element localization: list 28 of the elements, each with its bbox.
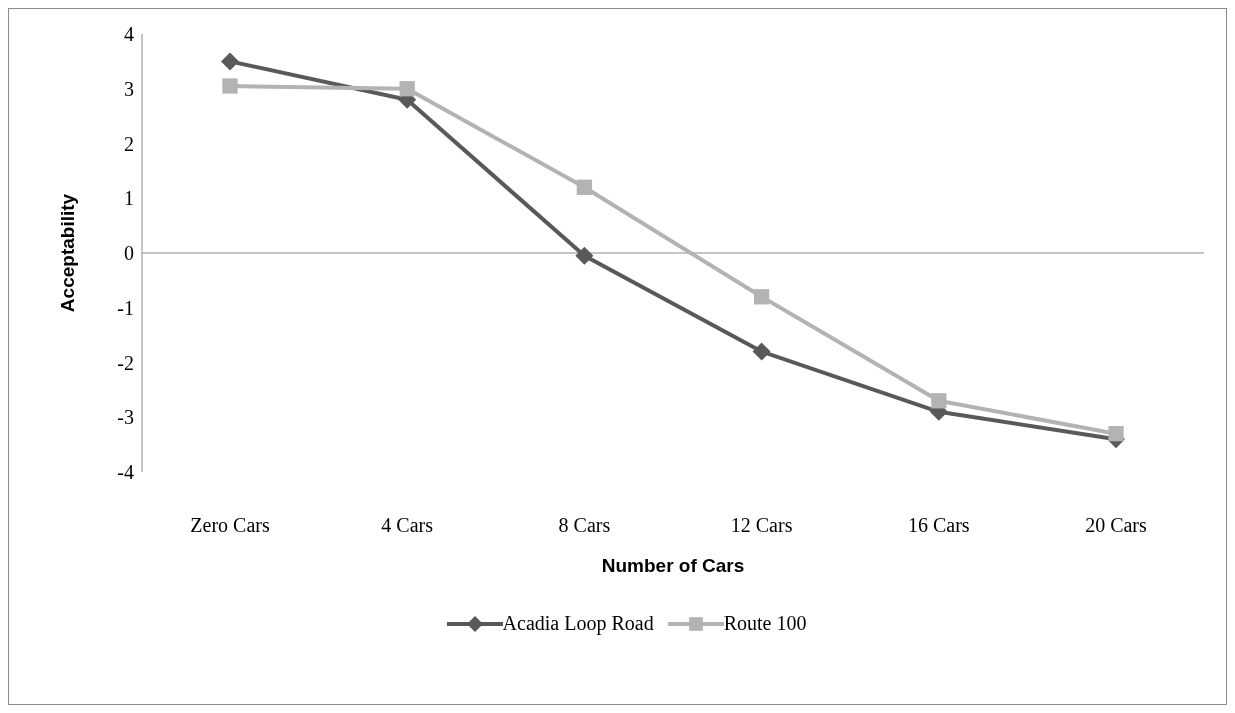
point <box>575 246 594 265</box>
x-tick-label: 16 Cars <box>907 514 970 537</box>
point <box>752 342 771 361</box>
x-tick-label: 12 Cars <box>730 514 793 537</box>
point <box>576 179 593 195</box>
point <box>399 81 415 97</box>
y-tick-label: -4 <box>117 461 134 484</box>
y-tick-label: 3 <box>124 77 134 100</box>
point <box>931 393 947 409</box>
x-tick-label: 4 Cars <box>381 514 434 537</box>
y-tick-label: -2 <box>117 351 134 374</box>
y-axis-title: Acceptability <box>56 193 78 313</box>
x-tick-label: 20 Cars <box>1085 514 1148 537</box>
y-tick-label: 2 <box>124 132 134 155</box>
legend-label: Route 100 <box>723 612 807 635</box>
y-tick-label: -3 <box>117 406 134 429</box>
y-tick-label: 4 <box>124 23 134 46</box>
x-tick-label: Zero Cars <box>190 514 270 537</box>
point <box>753 289 770 305</box>
y-tick-label: -1 <box>117 296 134 319</box>
point <box>1108 426 1124 442</box>
point <box>222 78 238 94</box>
y-tick-label: 1 <box>124 187 134 210</box>
x-tick-label: 8 Cars <box>558 514 611 537</box>
y-tick-label: 0 <box>124 242 134 265</box>
point <box>221 52 239 71</box>
legend-label: Acadia Loop Road <box>502 612 654 635</box>
x-axis-title: Number of Cars <box>601 555 745 576</box>
